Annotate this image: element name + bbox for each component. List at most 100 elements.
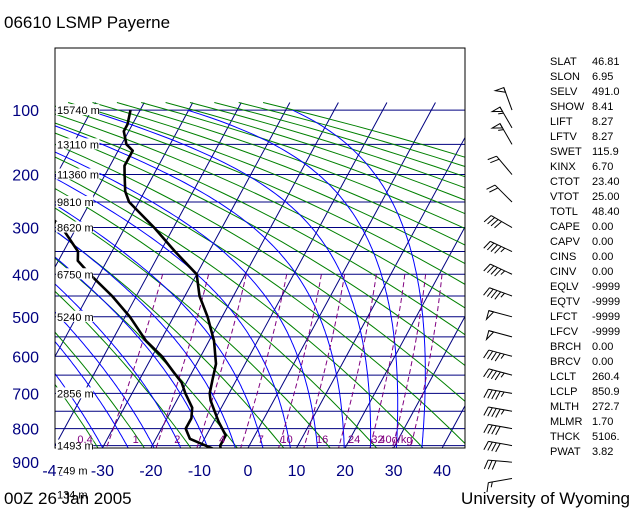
height-label-bg	[56, 310, 94, 322]
index-row: PWAT 3.82	[550, 446, 613, 458]
wind-barb-segment	[483, 459, 489, 470]
index-key: LFTV	[550, 131, 577, 143]
wind-barb-segment	[489, 187, 499, 193]
index-value: -9999	[592, 326, 621, 338]
mixing-ratio-label: 2	[174, 434, 180, 446]
wind-barb-segment	[500, 391, 505, 397]
mixing-ratio-label: 40g/kg	[379, 434, 412, 446]
height-label: 15740 m	[57, 105, 100, 117]
height-label: 6750 m	[57, 269, 94, 281]
mixing-ratio-label: 0.4	[77, 434, 92, 446]
index-key: LFCV	[550, 326, 579, 338]
index-key: CINV	[550, 266, 577, 278]
dry-adiabat	[67, 102, 465, 265]
pressure-tick-label: 800	[12, 422, 39, 439]
wind-barb-segment	[487, 155, 497, 161]
height-label: 8620 m	[57, 223, 94, 235]
index-key: SHOW	[550, 101, 585, 113]
wind-barb-segment	[487, 424, 493, 434]
wind-barb	[483, 349, 513, 362]
isotherm-line	[55, 102, 194, 358]
wind-barb-segment	[490, 267, 498, 275]
wind-barb	[490, 122, 513, 145]
wind-barb-segment	[495, 391, 501, 400]
pressure-tick-label: 200	[12, 168, 39, 185]
index-row: SLON 6.95	[550, 71, 613, 83]
wind-barb-segment	[490, 290, 498, 299]
mixing-ratio-line	[410, 274, 443, 448]
wind-barb-segment	[483, 406, 489, 416]
temperature-tick-label: -10	[188, 463, 211, 480]
index-row: LCLP 850.9	[550, 386, 620, 398]
isotherm-line	[198, 102, 388, 448]
dry-adiabat	[141, 102, 465, 215]
wind-barb-segment	[486, 242, 495, 251]
index-row: CAPV 0.00	[550, 236, 613, 248]
index-value: 0.00	[592, 266, 614, 278]
height-label-bg	[56, 488, 87, 500]
mixing-ratio-label: 32	[371, 434, 383, 446]
wind-barb-flag	[490, 122, 504, 129]
index-value: -9999	[592, 311, 621, 323]
wind-barb-segment	[490, 219, 499, 227]
index-key: LFCT	[550, 311, 578, 323]
index-row: CAPE 0.00	[550, 221, 613, 233]
wind-barb-segment	[486, 265, 495, 274]
index-row: LIFT 8.27	[550, 116, 613, 128]
height-label-bg	[56, 138, 100, 150]
height-label: 134 m	[57, 489, 88, 501]
wind-barb	[483, 263, 513, 277]
isotherm-line	[55, 102, 145, 269]
index-key: CAPV	[550, 236, 580, 248]
wind-barb	[483, 423, 513, 436]
height-label-bg	[56, 387, 94, 399]
index-value: 46.81	[592, 56, 620, 68]
index-row: SELV 491.0	[550, 86, 620, 98]
height-label-bg	[56, 268, 94, 280]
index-value: 48.40	[592, 206, 620, 218]
wind-barb-segment	[490, 370, 497, 380]
index-key: CAPE	[550, 221, 580, 233]
dry-adiabat	[55, 122, 465, 336]
index-value: 272.7	[592, 401, 620, 413]
wind-barb	[483, 388, 513, 400]
wind-barb	[483, 459, 513, 470]
wind-barb	[483, 440, 513, 453]
index-value: 0.00	[592, 251, 614, 263]
index-key: TOTL	[550, 206, 578, 218]
index-key: MLMR	[550, 416, 583, 428]
pressure-tick-label: 100	[12, 103, 39, 120]
pressure-tick-label: 700	[12, 386, 39, 403]
wind-barb	[483, 240, 513, 254]
temperature-tick-label: 0	[244, 463, 253, 480]
wind-barb-segment	[495, 408, 501, 418]
mixing-ratio-label: 16	[316, 434, 328, 446]
wind-barb-segment	[487, 369, 494, 379]
wind-barb-flag	[485, 309, 495, 322]
wind-barb-segment	[490, 244, 498, 252]
wind-barb-segment	[500, 372, 505, 378]
dry-adiabat	[55, 156, 465, 445]
pressure-tick-label: 900	[12, 455, 39, 472]
wind-barb-segment	[487, 460, 493, 470]
height-label-bg	[56, 439, 94, 451]
index-row: MLMR 1.70	[550, 416, 613, 428]
wind-barb-segment	[500, 409, 505, 415]
dry-adiabat	[55, 143, 465, 402]
wind-barb-segment	[483, 441, 489, 450]
wind-barb-segment	[498, 112, 504, 115]
index-value: -9999	[592, 296, 621, 308]
wind-barb-segment	[495, 443, 501, 453]
dry-adiabat	[116, 102, 465, 230]
height-label: 1493 m	[57, 441, 94, 453]
wind-barb-segment	[483, 263, 491, 272]
wind-barb	[483, 215, 513, 229]
wind-barb-segment	[490, 481, 493, 488]
isotherm-line	[0, 103, 47, 511]
wind-barb	[493, 86, 513, 111]
index-key: SLON	[550, 71, 580, 83]
moist-adiabat	[292, 109, 426, 448]
wind-barb-segment	[491, 442, 497, 452]
mixing-ratio-line	[338, 274, 377, 448]
